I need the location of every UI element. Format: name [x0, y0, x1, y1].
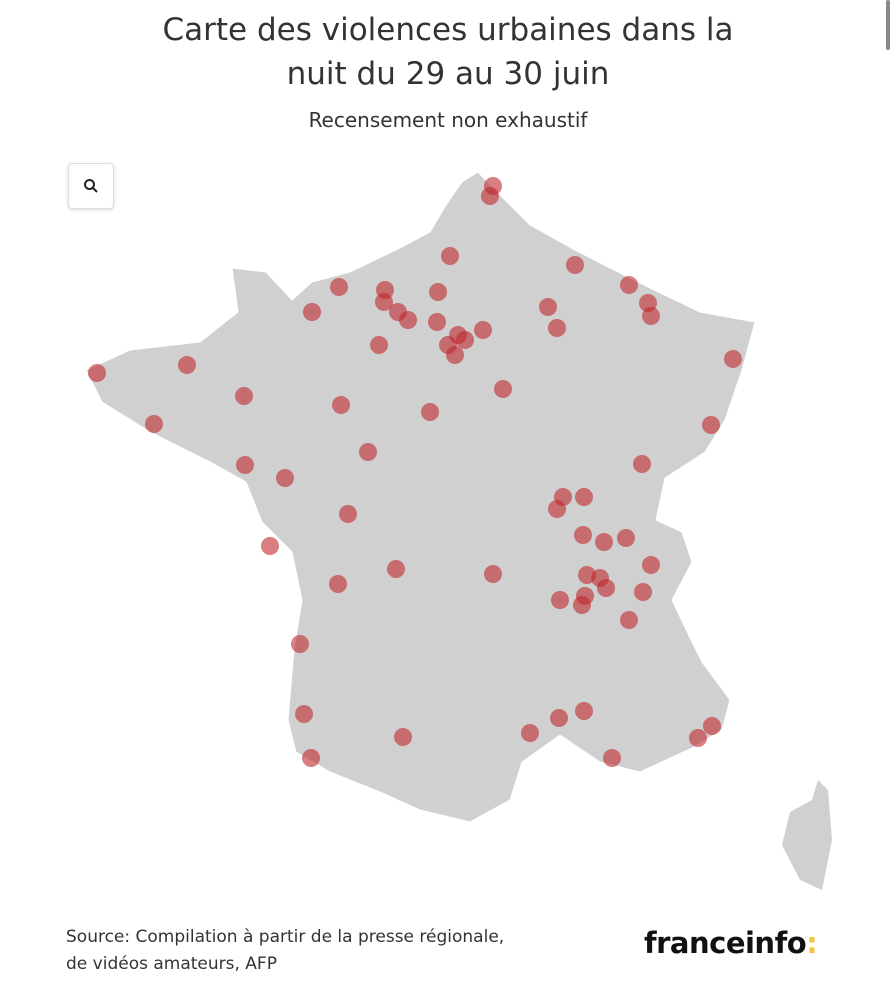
incident-marker[interactable]	[291, 635, 309, 653]
incident-marker[interactable]	[446, 346, 464, 364]
incident-marker[interactable]	[566, 256, 584, 274]
map-subtitle: Recensement non exhaustif	[308, 108, 588, 132]
incident-marker[interactable]	[276, 469, 294, 487]
incident-marker[interactable]	[689, 729, 707, 747]
search-icon	[84, 179, 98, 193]
incident-marker[interactable]	[724, 350, 742, 368]
incident-marker[interactable]	[550, 709, 568, 727]
incident-marker[interactable]	[329, 575, 347, 593]
scrollbar[interactable]	[886, 0, 890, 50]
incident-marker[interactable]	[145, 415, 163, 433]
corsica	[782, 780, 832, 890]
incident-marker[interactable]	[575, 702, 593, 720]
incident-marker[interactable]	[332, 396, 350, 414]
incident-marker[interactable]	[620, 611, 638, 629]
incident-marker[interactable]	[235, 387, 253, 405]
mainland-france	[85, 171, 756, 823]
incident-marker[interactable]	[620, 276, 638, 294]
incident-marker[interactable]	[441, 247, 459, 265]
incident-marker[interactable]	[642, 307, 660, 325]
incident-marker[interactable]	[428, 313, 446, 331]
incident-marker[interactable]	[261, 537, 279, 555]
incident-marker[interactable]	[302, 749, 320, 767]
franceinfo-logo: franceinfo:	[644, 926, 818, 960]
incident-marker[interactable]	[597, 579, 615, 597]
incident-marker[interactable]	[548, 500, 566, 518]
incident-marker[interactable]	[703, 717, 721, 735]
incident-marker[interactable]	[574, 526, 592, 544]
incident-marker[interactable]	[359, 443, 377, 461]
incident-marker[interactable]	[399, 311, 417, 329]
incident-marker[interactable]	[387, 560, 405, 578]
incident-marker[interactable]	[474, 321, 492, 339]
incident-marker[interactable]	[236, 456, 254, 474]
incident-marker[interactable]	[339, 505, 357, 523]
incident-marker[interactable]	[575, 488, 593, 506]
incident-marker[interactable]	[603, 749, 621, 767]
incident-marker[interactable]	[573, 596, 591, 614]
incident-marker[interactable]	[595, 533, 613, 551]
incident-marker[interactable]	[88, 364, 106, 382]
map-title: Carte des violences urbaines dans la nuit…	[162, 12, 734, 92]
incident-marker[interactable]	[539, 298, 557, 316]
incident-marker[interactable]	[429, 283, 447, 301]
incident-marker[interactable]	[521, 724, 539, 742]
incident-marker[interactable]	[421, 403, 439, 421]
incident-marker[interactable]	[617, 529, 635, 547]
incident-marker[interactable]	[551, 591, 569, 609]
incident-marker[interactable]	[494, 380, 512, 398]
incident-marker[interactable]	[394, 728, 412, 746]
incident-marker[interactable]	[634, 583, 652, 601]
incident-marker[interactable]	[456, 331, 474, 349]
incident-marker[interactable]	[303, 303, 321, 321]
incident-marker[interactable]	[375, 293, 393, 311]
incident-marker[interactable]	[330, 278, 348, 296]
incident-marker[interactable]	[481, 187, 499, 205]
incident-markers	[88, 177, 742, 767]
incident-marker[interactable]	[295, 705, 313, 723]
zoom-button[interactable]	[68, 163, 114, 209]
incident-marker[interactable]	[642, 556, 660, 574]
incident-marker[interactable]	[370, 336, 388, 354]
incident-marker[interactable]	[633, 455, 651, 473]
incident-marker[interactable]	[548, 319, 566, 337]
incident-marker[interactable]	[702, 416, 720, 434]
incident-marker[interactable]	[178, 356, 196, 374]
source-note: Source: Compilation à partir de la press…	[66, 927, 505, 974]
incident-marker[interactable]	[484, 565, 502, 583]
